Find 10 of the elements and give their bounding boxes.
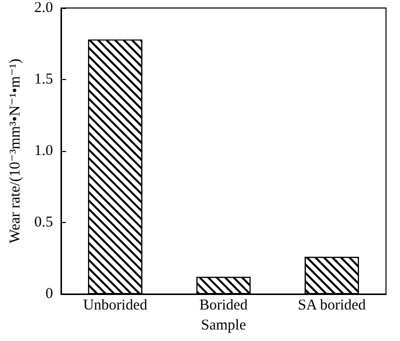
y-tick-label: 0 <box>46 286 53 302</box>
y-tick-label: 0.5 <box>34 214 53 230</box>
y-tick-label: 1.0 <box>34 143 53 159</box>
y-tick-label: 2.0 <box>34 0 53 16</box>
x-tick-label: Unborided <box>83 298 148 314</box>
x-tick-label: Borided <box>199 298 248 314</box>
x-tick-label: SA borided <box>298 298 366 314</box>
x-axis-title: Sample <box>201 318 246 334</box>
y-tick-label: 1.5 <box>34 72 53 88</box>
y-axis-title: Wear rate/(10⁻³mm³•N⁻¹•m⁻¹) <box>8 58 24 244</box>
